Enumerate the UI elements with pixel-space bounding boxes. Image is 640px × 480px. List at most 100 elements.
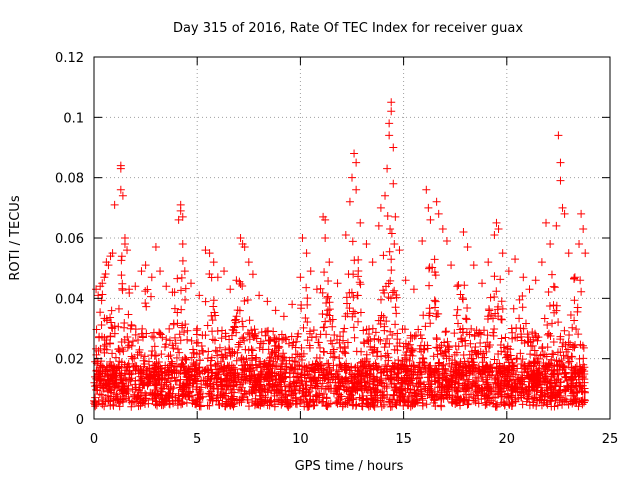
data-point xyxy=(218,387,227,396)
data-point xyxy=(334,396,343,405)
data-point xyxy=(524,386,533,395)
data-point xyxy=(413,368,422,377)
data-point xyxy=(342,374,351,383)
data-point xyxy=(425,304,434,313)
data-point xyxy=(232,356,241,365)
data-point xyxy=(350,256,359,265)
data-point xyxy=(122,376,131,385)
data-point xyxy=(143,381,152,390)
data-point xyxy=(410,388,419,397)
data-point xyxy=(442,354,451,363)
data-point xyxy=(307,333,316,342)
data-point xyxy=(357,383,366,392)
data-point xyxy=(520,363,529,372)
data-point xyxy=(364,399,373,408)
data-point xyxy=(107,318,116,327)
data-point xyxy=(253,377,262,386)
data-point xyxy=(281,397,290,406)
data-point xyxy=(393,335,402,344)
data-point xyxy=(467,324,476,333)
data-point xyxy=(122,389,131,398)
data-point xyxy=(261,373,270,382)
data-point xyxy=(311,376,320,385)
data-point xyxy=(145,364,154,373)
data-point xyxy=(377,311,386,320)
data-point xyxy=(91,400,100,409)
data-point xyxy=(570,296,579,305)
data-point xyxy=(280,353,289,362)
data-point xyxy=(96,344,105,353)
data-point xyxy=(439,364,448,373)
data-point xyxy=(474,362,483,371)
data-point xyxy=(390,391,399,400)
data-point xyxy=(281,333,290,342)
data-point xyxy=(481,368,490,377)
data-point xyxy=(291,357,300,366)
data-point xyxy=(243,376,252,385)
data-point xyxy=(490,324,499,333)
data-point xyxy=(162,378,171,387)
data-point xyxy=(187,353,196,362)
data-point xyxy=(120,394,129,403)
data-point xyxy=(320,348,329,357)
data-point xyxy=(107,306,116,315)
data-point xyxy=(226,395,235,404)
data-point xyxy=(532,376,541,385)
data-point xyxy=(557,356,566,365)
data-point xyxy=(469,261,478,270)
data-point xyxy=(474,329,483,338)
data-point xyxy=(94,397,103,406)
axis-ticks: 0 0.02 0.04 0.06 0.08 0.1 0.12 0 5 10 15 20 25 xyxy=(55,51,618,447)
data-point xyxy=(355,278,364,287)
data-point xyxy=(343,394,352,403)
data-point xyxy=(356,280,365,289)
data-point xyxy=(387,98,396,107)
data-point xyxy=(569,373,578,382)
data-point xyxy=(390,239,399,248)
data-point xyxy=(556,378,565,387)
data-point xyxy=(192,339,201,348)
data-point xyxy=(495,364,504,373)
data-point xyxy=(189,358,198,367)
data-point xyxy=(311,384,320,393)
data-point xyxy=(412,379,421,388)
data-point xyxy=(192,370,201,379)
data-point xyxy=(387,107,396,116)
data-point xyxy=(209,258,218,267)
data-point xyxy=(174,215,183,224)
data-point xyxy=(525,285,534,294)
data-point xyxy=(386,395,395,404)
data-point xyxy=(350,149,359,158)
data-point xyxy=(400,325,409,334)
data-point xyxy=(324,400,333,409)
data-point xyxy=(458,293,467,302)
data-point xyxy=(488,364,497,373)
data-point xyxy=(198,367,207,376)
data-point xyxy=(185,392,194,401)
data-point xyxy=(525,359,534,368)
data-point xyxy=(211,311,220,320)
data-point xyxy=(289,369,298,378)
data-point xyxy=(489,314,498,323)
data-point xyxy=(339,327,348,336)
data-point xyxy=(437,391,446,400)
data-point xyxy=(472,350,481,359)
data-point xyxy=(426,319,435,328)
data-point xyxy=(136,372,145,381)
data-point xyxy=(426,367,435,376)
data-point xyxy=(313,391,322,400)
data-point xyxy=(245,316,254,325)
data-point xyxy=(270,335,279,344)
data-point xyxy=(350,373,359,382)
data-point xyxy=(457,335,466,344)
data-point xyxy=(555,395,564,404)
data-point xyxy=(325,363,334,372)
data-point xyxy=(553,360,562,369)
data-point xyxy=(117,256,126,265)
data-point xyxy=(243,395,252,404)
data-point xyxy=(392,309,401,318)
data-point xyxy=(347,391,356,400)
data-point xyxy=(522,386,531,395)
data-point xyxy=(568,389,577,398)
data-point xyxy=(542,218,551,227)
